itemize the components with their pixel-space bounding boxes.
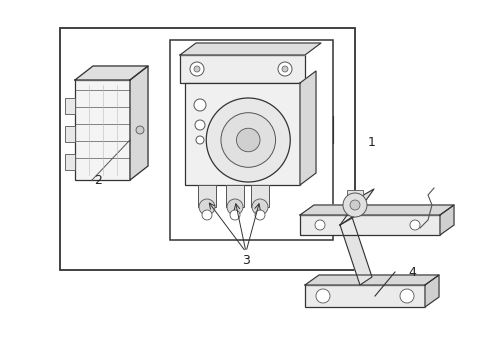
Polygon shape [305, 275, 438, 285]
Bar [180, 55, 305, 83]
Text: 4: 4 [407, 266, 415, 279]
Bar [65, 98, 75, 114]
Circle shape [282, 66, 287, 72]
Polygon shape [180, 43, 320, 55]
Circle shape [221, 113, 275, 167]
Bar [170, 40, 332, 240]
Circle shape [278, 62, 291, 76]
Circle shape [194, 66, 200, 72]
Circle shape [315, 289, 329, 303]
Text: 2: 2 [94, 174, 102, 186]
Polygon shape [75, 66, 148, 80]
Polygon shape [439, 205, 453, 235]
Polygon shape [130, 66, 148, 180]
Polygon shape [424, 275, 438, 307]
Bar [305, 285, 424, 307]
Circle shape [195, 120, 204, 130]
Polygon shape [299, 71, 315, 185]
Circle shape [194, 99, 205, 111]
Circle shape [254, 210, 264, 220]
Circle shape [136, 126, 143, 134]
Circle shape [314, 220, 325, 230]
Bar [250, 185, 268, 207]
Text: 3: 3 [242, 253, 249, 266]
Text: 1: 1 [367, 136, 375, 149]
Bar [184, 83, 299, 185]
Bar [65, 154, 75, 170]
Circle shape [206, 98, 290, 182]
Circle shape [196, 136, 203, 144]
Circle shape [226, 199, 243, 215]
Circle shape [342, 193, 366, 217]
Polygon shape [339, 189, 373, 225]
Bar [225, 185, 244, 207]
Polygon shape [339, 217, 371, 285]
Bar [60, 28, 354, 270]
Circle shape [409, 220, 419, 230]
Circle shape [251, 199, 267, 215]
Bar [299, 215, 439, 235]
Circle shape [399, 289, 413, 303]
Circle shape [236, 128, 260, 152]
Bar [75, 80, 130, 180]
Polygon shape [299, 205, 453, 215]
Circle shape [349, 200, 359, 210]
Bar [198, 185, 216, 207]
Circle shape [199, 199, 215, 215]
Bar [346, 190, 362, 210]
Bar [65, 126, 75, 142]
Circle shape [190, 62, 203, 76]
Circle shape [229, 210, 240, 220]
Circle shape [202, 210, 212, 220]
